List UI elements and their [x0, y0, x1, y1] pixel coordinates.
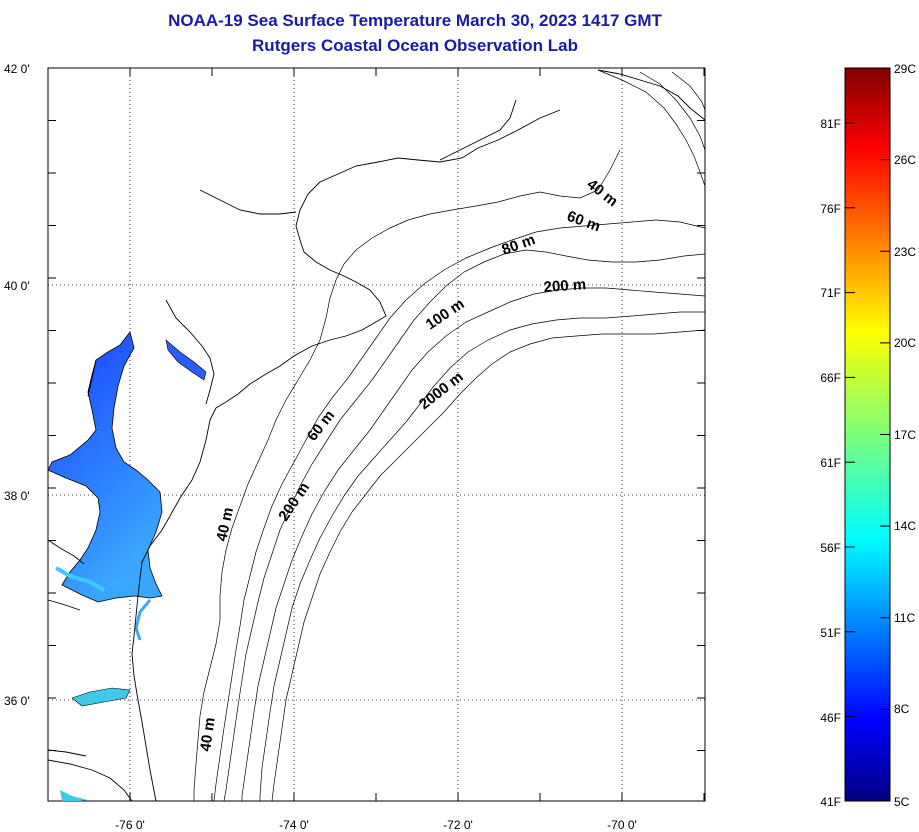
axis-ticks — [47, 67, 705, 801]
map-title: NOAA-19 Sea Surface Temperature March 30… — [168, 11, 662, 30]
lat-label: 36 0' — [4, 694, 30, 708]
depth-label: 40 m — [197, 716, 219, 752]
celsius-label: 14C — [894, 519, 916, 533]
map-frame — [47, 67, 706, 802]
celsius-label: 17C — [894, 428, 916, 442]
bathymetry-contours — [193, 69, 706, 802]
fahrenheit-label: 66F — [820, 371, 841, 385]
celsius-label: 20C — [894, 336, 916, 350]
colorbar-fahrenheit-labels: 81F 76F 71F 66F 61F 56F 51F 46F 41F — [820, 117, 841, 809]
coastline — [47, 69, 706, 802]
latitude-labels: 42 0' 40 0' 38 0' 36 0' — [4, 62, 30, 708]
fahrenheit-label: 56F — [820, 541, 841, 555]
depth-label: 40 m — [213, 506, 237, 543]
lat-label: 40 0' — [4, 279, 30, 293]
fahrenheit-label: 81F — [820, 117, 841, 131]
celsius-label: 5C — [894, 795, 910, 809]
celsius-label: 11C — [894, 611, 915, 625]
depth-label: 200 m — [543, 276, 587, 296]
fahrenheit-label: 51F — [820, 626, 841, 640]
fahrenheit-label: 61F — [820, 456, 841, 470]
fahrenheit-label: 76F — [820, 202, 841, 216]
graticule-grid — [48, 68, 705, 801]
delaware-bay-sst — [165, 339, 207, 381]
map-subtitle: Rutgers Coastal Ocean Observation Lab — [252, 36, 578, 55]
lon-label: -70 0' — [607, 818, 637, 832]
albemarle-sound-sst — [60, 687, 131, 801]
lat-label: 42 0' — [4, 62, 30, 76]
longitude-labels: -76 0' -74 0' -72 0' -70 0' — [115, 818, 637, 832]
lat-label: 38 0' — [4, 489, 30, 503]
fahrenheit-label: 71F — [820, 286, 841, 300]
temperature-colorbar — [844, 67, 891, 802]
celsius-label: 23C — [894, 245, 916, 259]
lon-label: -74 0' — [279, 818, 309, 832]
colorbar-celsius-labels: 29C 26C 23C 20C 17C 14C 11C 8C 5C — [894, 62, 916, 809]
lon-label: -76 0' — [115, 818, 145, 832]
lon-label: -72 0' — [443, 818, 473, 832]
celsius-label: 26C — [894, 153, 916, 167]
fahrenheit-label: 46F — [820, 711, 841, 725]
celsius-label: 8C — [894, 702, 910, 716]
celsius-label: 29C — [894, 62, 916, 76]
fahrenheit-label: 41F — [820, 795, 841, 809]
chesapeake-bay-sst — [47, 331, 163, 641]
